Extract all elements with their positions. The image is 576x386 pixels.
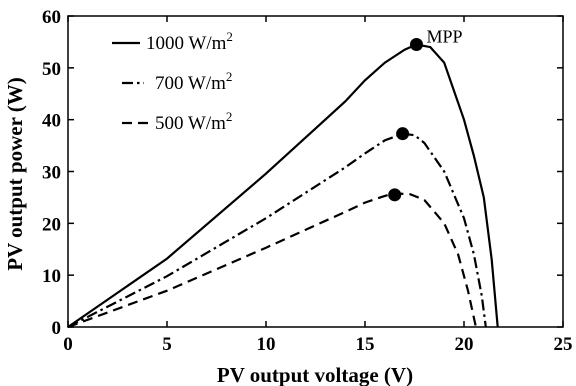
- plot-frame: [67, 15, 564, 328]
- legend-label: 1000 W/m2: [146, 29, 233, 54]
- y-tick-label: 20: [42, 214, 61, 235]
- legend-label: 500 W/m2: [155, 109, 232, 134]
- y-tick-label: 40: [42, 111, 61, 132]
- mpp-annotation: MPP: [426, 27, 462, 47]
- x-tick-label: 15: [356, 334, 375, 355]
- y-tick-label: 30: [42, 163, 61, 184]
- legend-label-superscript: 2: [226, 69, 233, 84]
- y-tick-label: 10: [42, 266, 61, 287]
- mpp-point: [388, 188, 402, 202]
- x-tick-label: 25: [554, 334, 573, 355]
- x-ticks: 0 5 10 15 20 25: [63, 16, 573, 355]
- legend-label-superscript: 2: [226, 109, 233, 124]
- series-lines: [67, 43, 499, 329]
- mpp-point: [396, 127, 410, 141]
- legend-label-superscript: 2: [226, 29, 233, 44]
- x-tick-label: 20: [455, 334, 474, 355]
- y-ticks: 0 10 20 30 40 50 60: [42, 7, 563, 339]
- y-tick-label: 60: [42, 7, 61, 28]
- legend-label: 700 W/m2: [155, 69, 232, 94]
- x-tick-label: 5: [162, 334, 172, 355]
- series-line-dashed: [67, 192, 477, 329]
- x-axis-title: PV output voltage (V): [217, 363, 413, 386]
- y-axis-title: PV output power (W): [3, 77, 27, 270]
- x-tick-label: 0: [63, 334, 73, 355]
- mpp-markers: [388, 38, 423, 202]
- legend: 1000 W/m2 700 W/m2 500 W/m2: [112, 29, 233, 134]
- y-tick-label: 50: [42, 59, 61, 80]
- y-tick-label: 0: [52, 318, 62, 339]
- x-tick-label: 10: [257, 334, 276, 355]
- mpp-point: [409, 38, 423, 52]
- plot-border: [67, 15, 564, 328]
- series-line-solid: [67, 43, 499, 328]
